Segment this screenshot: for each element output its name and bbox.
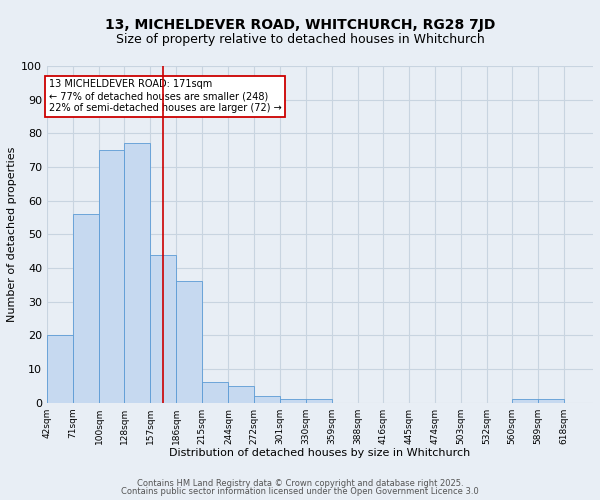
Text: Size of property relative to detached houses in Whitchurch: Size of property relative to detached ho… [116, 32, 484, 46]
Bar [99, 150, 124, 403]
Text: Contains public sector information licensed under the Open Government Licence 3.: Contains public sector information licen… [121, 487, 479, 496]
Bar [150, 254, 176, 402]
Bar [202, 382, 229, 402]
Bar [176, 282, 202, 403]
Bar [254, 396, 280, 402]
Bar [124, 144, 150, 402]
Text: 13, MICHELDEVER ROAD, WHITCHURCH, RG28 7JD: 13, MICHELDEVER ROAD, WHITCHURCH, RG28 7… [105, 18, 495, 32]
Title: 13, MICHELDEVER ROAD, WHITCHURCH, RG28 7JD: 13, MICHELDEVER ROAD, WHITCHURCH, RG28 7… [0, 499, 1, 500]
Bar [47, 336, 73, 402]
Bar [512, 400, 538, 402]
Bar [229, 386, 254, 402]
Bar [73, 214, 99, 402]
Bar [538, 400, 565, 402]
Y-axis label: Number of detached properties: Number of detached properties [7, 146, 17, 322]
Text: Contains HM Land Registry data © Crown copyright and database right 2025.: Contains HM Land Registry data © Crown c… [137, 478, 463, 488]
Bar [280, 400, 305, 402]
Text: 13 MICHELDEVER ROAD: 171sqm
← 77% of detached houses are smaller (248)
22% of se: 13 MICHELDEVER ROAD: 171sqm ← 77% of det… [49, 80, 281, 112]
Bar [305, 400, 332, 402]
X-axis label: Distribution of detached houses by size in Whitchurch: Distribution of detached houses by size … [169, 448, 470, 458]
